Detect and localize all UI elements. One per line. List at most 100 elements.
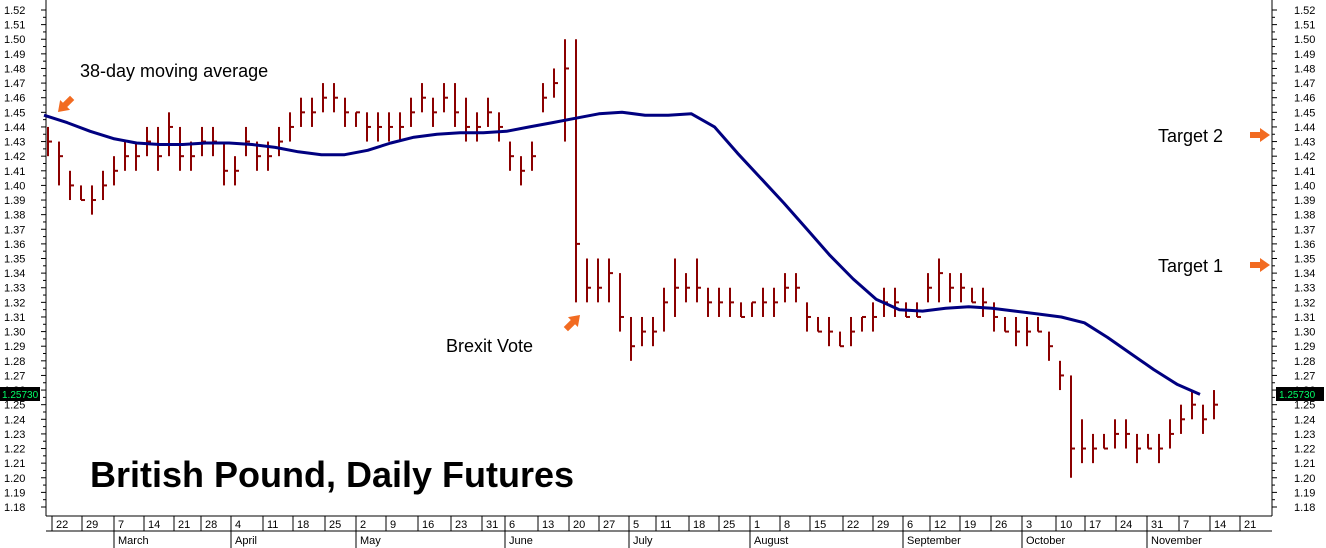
price-bar	[872, 302, 877, 332]
left-axis-tick-label: 1.44	[4, 122, 25, 134]
left-axis-tick-label: 1.30	[4, 327, 25, 339]
left-axis-tick-label: 1.52	[4, 5, 25, 17]
price-bar	[806, 302, 811, 332]
left-axis-tick-label: 1.32	[4, 297, 25, 309]
price-bar	[696, 258, 701, 303]
moving-average-layer	[43, 110, 1201, 396]
date-axis-day-label: 25	[329, 519, 341, 531]
left-axis-tick-label: 1.34	[4, 268, 25, 280]
date-axis-day-label: 11	[660, 519, 671, 531]
right-axis-tick-label: 1.46	[1294, 93, 1315, 105]
price-bar	[960, 273, 965, 303]
price-bar	[432, 97, 437, 127]
price-bar	[1169, 419, 1174, 449]
price-bar	[355, 111, 360, 127]
price-bar	[135, 141, 140, 171]
price-bar	[366, 112, 371, 142]
price-bar	[1004, 316, 1009, 333]
left-axis-tick-label: 1.27	[4, 370, 25, 382]
price-bar	[234, 156, 239, 186]
date-axis-day-label: 7	[1183, 519, 1189, 531]
moving-average-line	[43, 110, 1201, 396]
price-bar	[377, 112, 382, 142]
date-axis-day-label: 28	[205, 519, 217, 531]
right-axis-tick-label: 1.51	[1294, 20, 1315, 32]
price-bar	[1103, 433, 1108, 450]
left-axis-tick-label: 1.25	[4, 400, 25, 412]
price-bar	[619, 273, 624, 332]
left-price-axis: 1.181.191.201.211.221.231.241.251.261.27…	[4, 0, 47, 516]
date-axis-month-label: March	[118, 535, 149, 547]
price-bar	[443, 83, 448, 113]
price-bar	[1026, 316, 1031, 347]
price-bar	[399, 112, 404, 142]
price-bar	[641, 316, 646, 347]
left-axis-tick-label: 1.24	[4, 414, 25, 426]
annotation-moving-average-arrow	[58, 95, 75, 112]
price-bar	[982, 287, 987, 317]
price-bar	[509, 141, 514, 171]
price-bar	[894, 287, 899, 317]
price-bar	[223, 141, 228, 186]
annotation-target-2: Target 2	[1158, 126, 1223, 146]
price-bar	[542, 83, 547, 113]
date-axis-day-label: 7	[118, 519, 124, 531]
annotation-target-1-arrow	[1250, 258, 1270, 272]
right-axis-tick-label: 1.41	[1294, 166, 1315, 178]
annotation-brexit-vote: Brexit Vote	[446, 336, 533, 356]
price-bar	[729, 287, 734, 317]
left-axis-tick-label: 1.29	[4, 341, 25, 353]
price-bar	[146, 126, 151, 157]
price-bar	[839, 331, 844, 348]
right-axis-tick-label: 1.44	[1294, 122, 1315, 134]
right-axis-tick-label: 1.45	[1294, 107, 1315, 119]
right-axis-tick-label: 1.21	[1294, 458, 1315, 470]
price-bar	[531, 141, 536, 171]
left-axis-tick-label: 1.38	[4, 210, 25, 222]
date-axis-day-label: 23	[455, 519, 467, 531]
right-axis-tick-label: 1.49	[1294, 49, 1315, 61]
price-bar	[762, 287, 767, 317]
right-last-price-label: 1.25730	[1279, 390, 1316, 401]
price-bar	[949, 273, 954, 303]
right-axis-tick-label: 1.50	[1294, 34, 1315, 46]
date-axis-day-label: 14	[1214, 519, 1226, 531]
left-axis-tick-label: 1.36	[4, 239, 25, 251]
price-bar	[1015, 316, 1020, 347]
date-axis-day-label: 31	[1151, 519, 1163, 531]
price-bar	[586, 258, 591, 303]
price-bar	[927, 273, 932, 303]
right-axis-tick-label: 1.18	[1294, 502, 1315, 514]
left-axis-tick-label: 1.48	[4, 63, 25, 75]
price-bars	[47, 39, 1218, 478]
left-last-price-box	[0, 387, 40, 402]
right-axis-tick-label: 1.34	[1294, 268, 1315, 280]
right-last-price-badge: 1.25730	[1276, 387, 1324, 402]
price-bar	[971, 287, 976, 304]
right-axis-tick-label: 1.37	[1294, 224, 1315, 236]
left-last-price-badge: 1.25730	[0, 387, 40, 402]
right-axis-tick-label: 1.40	[1294, 180, 1315, 192]
date-axis-month-label: June	[509, 535, 533, 547]
right-axis-tick-label: 1.52	[1294, 5, 1315, 17]
date-axis-month-label: May	[360, 535, 381, 547]
price-bar	[652, 316, 657, 347]
price-bar	[630, 316, 635, 361]
price-bar	[69, 170, 74, 201]
right-axis-tick-label: 1.38	[1294, 210, 1315, 222]
price-bar	[861, 315, 866, 332]
price-bar	[1070, 375, 1075, 478]
date-axis-day-label: 20	[573, 519, 585, 531]
price-bar	[597, 258, 602, 303]
left-axis-tick-label: 1.42	[4, 151, 25, 163]
price-bar	[113, 156, 118, 186]
date-axis-day-label: 3	[1026, 519, 1032, 531]
right-axis-tick-label: 1.30	[1294, 327, 1315, 339]
date-axis-day-label: 1	[754, 519, 760, 531]
annotation-target-1: Target 1	[1158, 256, 1223, 276]
left-axis-tick-label: 1.40	[4, 180, 25, 192]
price-bar	[333, 83, 338, 113]
price-bar	[245, 126, 250, 157]
right-axis-tick-label: 1.24	[1294, 414, 1315, 426]
